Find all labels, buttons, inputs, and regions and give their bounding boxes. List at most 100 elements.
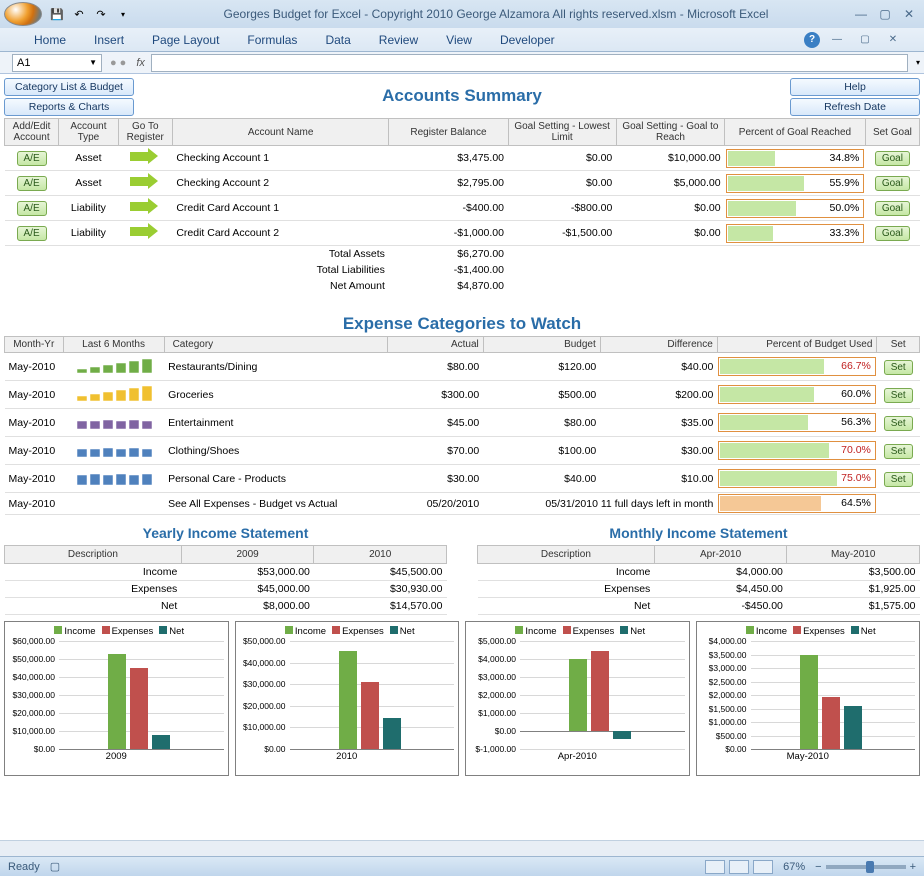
ribbon-tab-home[interactable]: Home <box>20 29 80 51</box>
refresh-date-button[interactable]: Refresh Date <box>790 98 920 116</box>
col-goal-low: Goal Setting - Lowest Limit <box>508 119 616 146</box>
fx-label[interactable]: fx <box>130 57 151 69</box>
help-icon[interactable]: ? <box>804 32 820 48</box>
zoom-in-button[interactable]: + <box>910 861 916 873</box>
y-tick-label: $2,000.00 <box>701 690 747 700</box>
add-edit-button[interactable]: A/E <box>17 226 47 241</box>
col-diff: Difference <box>600 337 717 353</box>
goal-button[interactable]: Goal <box>875 151 910 166</box>
expense-category: Entertainment <box>164 409 387 437</box>
add-edit-button[interactable]: A/E <box>17 201 47 216</box>
save-icon[interactable]: 💾 <box>48 5 66 23</box>
chart-bar <box>383 718 401 749</box>
close-button[interactable]: ✕ <box>898 7 920 21</box>
undo-icon[interactable]: ↶ <box>70 5 88 23</box>
enter-icon[interactable]: ● <box>120 57 127 69</box>
zoom-slider[interactable] <box>826 865 906 869</box>
ribbon-restore-button[interactable]: ▢ <box>854 33 876 47</box>
y-tick-label: $50,000.00 <box>240 636 286 646</box>
ribbon-tab-view[interactable]: View <box>432 29 486 51</box>
legend-label: Net <box>630 626 645 637</box>
sparkline-chart <box>63 353 164 381</box>
add-edit-button[interactable]: A/E <box>17 176 47 191</box>
account-row: A/E Liability Credit Card Account 1 -$40… <box>5 196 920 221</box>
set-button[interactable]: Set <box>884 388 913 403</box>
ribbon-tab-formulas[interactable]: Formulas <box>233 29 311 51</box>
chart-bar <box>569 659 587 731</box>
reports-charts-button[interactable]: Reports & Charts <box>4 98 134 116</box>
goal-reach: $5,000.00 <box>616 171 724 196</box>
name-box-dropdown-icon[interactable]: ▼ <box>89 58 97 67</box>
account-type: Asset <box>59 171 119 196</box>
col-set: Set <box>877 337 920 353</box>
ribbon-tab-developer[interactable]: Developer <box>486 29 569 51</box>
goal-reach: $10,000.00 <box>616 146 724 171</box>
ribbon-close-button[interactable]: ✕ <box>882 33 904 47</box>
horizontal-scrollbar[interactable] <box>0 840 924 856</box>
goal-button[interactable]: Goal <box>875 201 910 216</box>
col-category: Category <box>164 337 387 353</box>
accounts-table: Add/Edit Account Account Type Go To Regi… <box>4 118 920 294</box>
category-list-button[interactable]: Category List & Budget <box>4 78 134 96</box>
chart-bar <box>800 655 818 750</box>
set-button[interactable]: Set <box>884 444 913 459</box>
total-value: -$1,400.00 <box>389 262 508 278</box>
chart-bar <box>339 651 357 749</box>
macro-record-icon[interactable]: ▢ <box>50 860 60 873</box>
ribbon-tab-page-layout[interactable]: Page Layout <box>138 29 233 51</box>
view-normal-button[interactable] <box>705 860 725 874</box>
yearly-income-title: Yearly Income Statement <box>4 525 447 541</box>
help-button[interactable]: Help <box>790 78 920 96</box>
goto-register-arrow-icon[interactable] <box>130 199 160 214</box>
sparkline-chart <box>63 465 164 493</box>
col-period: 2009 <box>181 546 314 564</box>
expense-summary-row: May-2010 See All Expenses - Budget vs Ac… <box>5 493 920 515</box>
goto-register-arrow-icon[interactable] <box>130 149 160 164</box>
goal-button[interactable]: Goal <box>875 176 910 191</box>
col-type: Account Type <box>59 119 119 146</box>
view-break-button[interactable] <box>753 860 773 874</box>
goto-register-arrow-icon[interactable] <box>130 224 160 239</box>
account-row: A/E Liability Credit Card Account 2 -$1,… <box>5 221 920 246</box>
set-button[interactable]: Set <box>884 416 913 431</box>
set-button[interactable]: Set <box>884 360 913 375</box>
summary-budget: 05/31/2010 11 full days left in month <box>483 493 717 515</box>
office-button[interactable] <box>4 2 42 26</box>
legend-label: Net <box>400 626 415 637</box>
percent-budget-bar: 75.0% <box>718 469 876 488</box>
set-button[interactable]: Set <box>884 472 913 487</box>
col-pct: Percent of Goal Reached <box>725 119 866 146</box>
y-tick-label: $40,000.00 <box>9 672 55 682</box>
ribbon-tab-data[interactable]: Data <box>311 29 364 51</box>
y-tick-label: $1,000.00 <box>701 717 747 727</box>
ribbon-tab-review[interactable]: Review <box>365 29 432 51</box>
col-month: Month-Yr <box>5 337 64 353</box>
qat-dropdown-icon[interactable]: ▾ <box>114 5 132 23</box>
income-value: $53,000.00 <box>181 564 314 581</box>
expense-month: May-2010 <box>5 465 64 493</box>
expense-month: May-2010 <box>5 381 64 409</box>
y-tick-label: $2,500.00 <box>701 677 747 687</box>
income-row-label: Expenses <box>5 581 182 598</box>
account-name: Credit Card Account 2 <box>172 221 389 246</box>
name-box[interactable]: A1 ▼ <box>12 54 102 72</box>
quick-access-toolbar: 💾 ↶ ↷ ▾ <box>48 5 132 23</box>
income-value: $1,925.00 <box>787 581 920 598</box>
minimize-button[interactable]: — <box>850 7 872 21</box>
goal-button[interactable]: Goal <box>875 226 910 241</box>
goto-register-arrow-icon[interactable] <box>130 174 160 189</box>
restore-button[interactable]: ▢ <box>874 7 896 21</box>
zoom-out-button[interactable]: − <box>815 861 821 873</box>
ribbon-tab-insert[interactable]: Insert <box>80 29 138 51</box>
account-name: Checking Account 2 <box>172 171 389 196</box>
name-box-value: A1 <box>17 57 30 69</box>
expense-month: May-2010 <box>5 437 64 465</box>
ribbon-minimize-button[interactable]: — <box>826 33 848 47</box>
add-edit-button[interactable]: A/E <box>17 151 47 166</box>
formula-input[interactable] <box>151 54 908 72</box>
cancel-icon[interactable]: ● <box>110 57 117 69</box>
redo-icon[interactable]: ↷ <box>92 5 110 23</box>
formula-expand-icon[interactable]: ▾ <box>912 58 924 67</box>
view-layout-button[interactable] <box>729 860 749 874</box>
expense-budget: $120.00 <box>483 353 600 381</box>
